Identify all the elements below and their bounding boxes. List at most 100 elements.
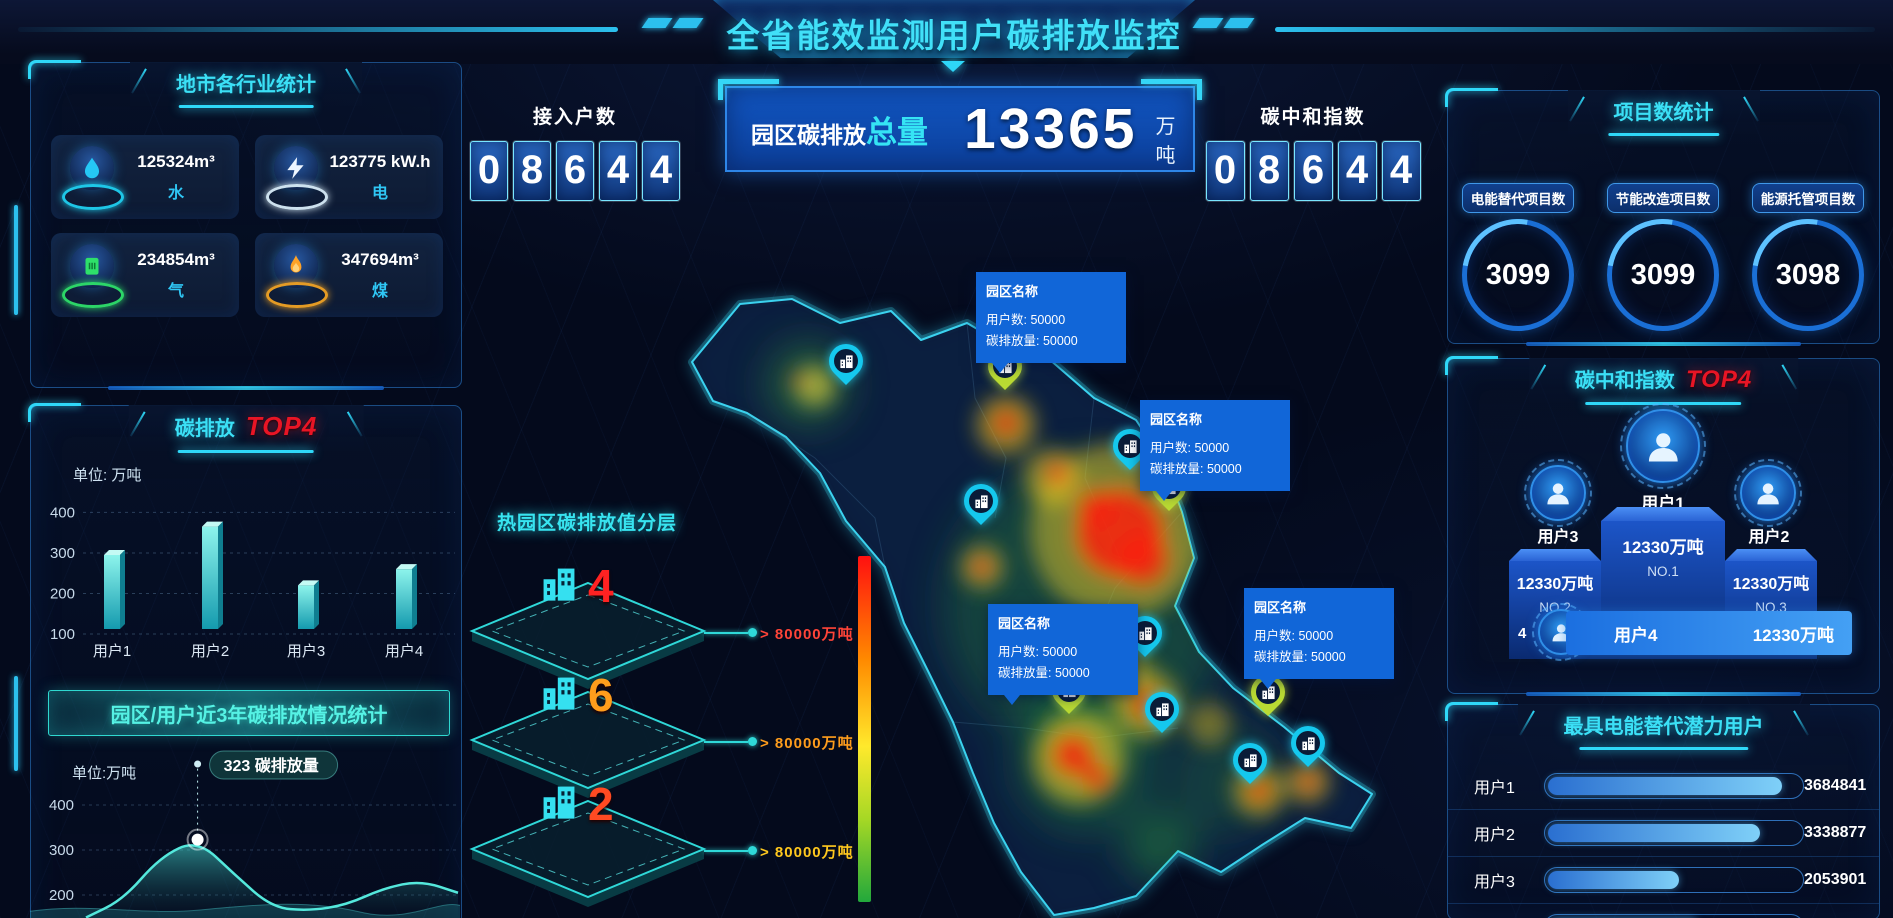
svg-text:300: 300 bbox=[49, 842, 74, 859]
left-edge-accent bbox=[14, 676, 18, 771]
user-value: 2053901 bbox=[1804, 871, 1867, 888]
stat-value: 234854m³ bbox=[137, 249, 215, 269]
project-label: 节能改造项目数 bbox=[1606, 183, 1720, 213]
rank1-avatar bbox=[1620, 403, 1706, 489]
layer-count-value: 2 bbox=[588, 778, 614, 830]
digit-box: 4 bbox=[1337, 141, 1377, 201]
map-pin-green[interactable] bbox=[1243, 667, 1293, 717]
project-stat: 节能改造项目数 3099 bbox=[1601, 183, 1725, 331]
header-tick bbox=[641, 18, 673, 28]
counter-label: 碳中和指数 bbox=[1260, 107, 1366, 128]
industry-stat-card: 125324m³ 水 bbox=[51, 135, 239, 219]
counter-label: 接入户数 bbox=[532, 107, 617, 128]
panel-title: 碳排放 TOP4 bbox=[128, 405, 364, 453]
map-pin-cyan[interactable] bbox=[956, 476, 1006, 526]
heat-gradient-bar bbox=[858, 556, 871, 902]
building-icon bbox=[1238, 748, 1262, 772]
layer-legend-title: 热园区碳排放值分层 bbox=[497, 513, 678, 534]
svg-text:300: 300 bbox=[50, 545, 75, 562]
building-icon bbox=[1118, 434, 1142, 458]
tooltip-users: 用户数: 50000 bbox=[998, 645, 1078, 660]
svg-text:用户4: 用户4 bbox=[385, 643, 423, 660]
layer-count: 4 bbox=[540, 559, 614, 613]
svg-text:用户1: 用户1 bbox=[93, 643, 131, 660]
layer-platform bbox=[468, 581, 708, 697]
building-icon bbox=[1133, 621, 1157, 645]
building-icon bbox=[540, 783, 578, 826]
project-stat: 电能替代项目数 3099 bbox=[1456, 183, 1580, 331]
title-trapezoid bbox=[713, 0, 1195, 58]
left-edge-accent bbox=[14, 205, 18, 315]
stat-label: 气 bbox=[167, 282, 184, 300]
user-value: 3684841 bbox=[1804, 777, 1867, 794]
layer-threshold-label: > 80000万吨 bbox=[760, 735, 854, 752]
corner-accent bbox=[718, 79, 779, 100]
tooltip-emission: 碳排放量: 50000 bbox=[986, 334, 1078, 349]
unit-label: 单位:万吨 bbox=[72, 765, 137, 782]
emission-top4-panel: 碳排放 TOP4 单位: 万吨 100 200 300 400 用户1 用户2 用户3 用户4 bbox=[30, 405, 462, 918]
digit-box: 4 bbox=[599, 141, 637, 201]
total-unit: 万吨 bbox=[1155, 116, 1176, 167]
panel-title: 最具电能替代潜力用户 bbox=[1517, 704, 1810, 750]
layer-count: 2 bbox=[540, 777, 614, 831]
rank4-name: 用户4 bbox=[1614, 625, 1658, 645]
tooltip-users: 用户数: 50000 bbox=[1254, 629, 1334, 644]
digit-box: 4 bbox=[642, 141, 680, 201]
project-circle: 3099 bbox=[1462, 219, 1574, 331]
layer-platform bbox=[468, 799, 708, 915]
map-pin-cyan[interactable] bbox=[1137, 684, 1187, 734]
park-tooltip: 园区名称 用户数: 50000 碳排放量: 50000 bbox=[1140, 400, 1290, 501]
project-value: 3098 bbox=[1775, 258, 1841, 291]
building-icon bbox=[540, 565, 578, 608]
tooltip-emission: 碳排放量: 50000 bbox=[1254, 650, 1346, 665]
digit-box: 6 bbox=[1293, 141, 1333, 201]
digit-box: 6 bbox=[556, 141, 594, 201]
progress-bar bbox=[1544, 914, 1804, 918]
water-drop-icon bbox=[61, 144, 124, 210]
rank3-avatar bbox=[1734, 459, 1802, 527]
user-value: 3338877 bbox=[1804, 824, 1867, 841]
map-pin-cyan[interactable] bbox=[1105, 421, 1155, 471]
project-label: 电能替代项目数 bbox=[1461, 183, 1575, 213]
user-label: 用户3 bbox=[1474, 874, 1515, 891]
top-header-bar: 全省能效监测用户碳排放监控 bbox=[0, 0, 1893, 64]
project-label: 能源托管项目数 bbox=[1751, 183, 1865, 213]
layer-count-value: 6 bbox=[588, 669, 614, 721]
digit-box: 4 bbox=[1381, 141, 1421, 201]
tooltip-emission: 碳排放量: 50000 bbox=[1150, 462, 1242, 477]
tooltip-users: 用户数: 50000 bbox=[986, 313, 1066, 328]
potential-user-row: 用户2 3338877 bbox=[1448, 810, 1879, 857]
progress-bar bbox=[1544, 773, 1804, 799]
map-pin-cyan[interactable] bbox=[1225, 735, 1275, 785]
corner-accent bbox=[1141, 79, 1202, 100]
map-pin-cyan[interactable] bbox=[1120, 608, 1170, 658]
map-pin-cyan[interactable] bbox=[821, 336, 871, 386]
layer-platform bbox=[468, 690, 708, 806]
progress-bar bbox=[1544, 820, 1804, 846]
panel-title: 项目数统计 bbox=[1567, 90, 1760, 136]
svg-text:用户2: 用户2 bbox=[191, 643, 229, 660]
carbon-neutral-top4-panel: 碳中和指数 TOP4 用户1 12330万吨 NO.1 用户3 12330万吨 … bbox=[1447, 358, 1880, 696]
tooltip-title: 园区名称 bbox=[1254, 600, 1307, 615]
building-icon bbox=[1150, 697, 1174, 721]
layer-threshold-label: > 80000万吨 bbox=[760, 844, 854, 861]
svg-text:400: 400 bbox=[49, 797, 74, 814]
progress-bar bbox=[1544, 867, 1804, 893]
page-title: 全省能效监测用户碳排放监控 bbox=[726, 17, 1182, 54]
rank1-rank: NO.1 bbox=[1647, 564, 1679, 579]
map-pin-cyan[interactable] bbox=[1283, 718, 1333, 768]
history-stats-button[interactable]: 园区/用户近3年碳排放情况统计 bbox=[48, 690, 450, 736]
header-tick bbox=[1223, 18, 1255, 28]
project-stat: 能源托管项目数 3098 bbox=[1746, 183, 1870, 331]
chevron-down-icon bbox=[941, 61, 965, 72]
tooltip-users: 用户数: 50000 bbox=[1150, 441, 1230, 456]
industry-stat-card: 123775 kW.h 电 bbox=[255, 135, 443, 219]
tooltip-title: 园区名称 bbox=[998, 616, 1051, 631]
park-tooltip: 园区名称 用户数: 50000 碳排放量: 50000 bbox=[988, 604, 1138, 705]
project-value: 3099 bbox=[1485, 258, 1551, 291]
project-circle: 3099 bbox=[1607, 219, 1719, 331]
rank1-value: 12330万吨 bbox=[1622, 538, 1704, 557]
